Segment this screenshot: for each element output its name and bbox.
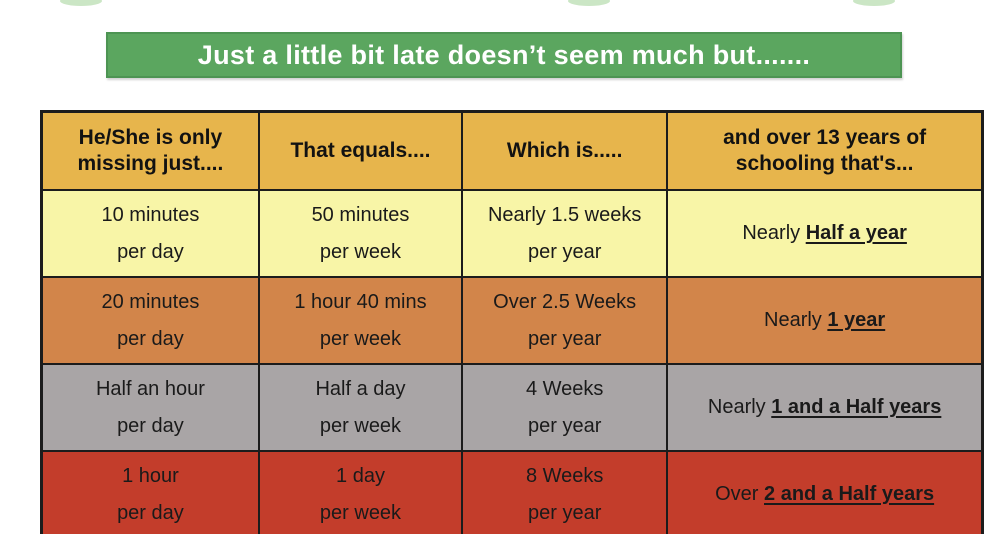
summary-emphasis: Half a year [805,222,907,244]
cell-line: per year [527,240,602,263]
cell-lines: 1 hour per day [49,458,252,532]
summary-prefix: Over [715,483,765,505]
cell-line: per week [319,327,402,350]
summary-cell: Nearly Half a year [666,189,984,278]
header-row: He/She is only missing just.... That equa… [40,110,984,191]
table-cell: Half a day per week [257,363,464,452]
cell-lines: 1 hour 40 mins per week [266,284,455,358]
cell-line: 1 hour 40 mins [294,290,427,313]
title-text: Just a little bit late doesn’t seem much… [197,39,811,70]
cell-lines: 20 minutes per day [49,284,252,358]
summary-cell: Over 2 and a Half years [666,450,984,534]
summary-prefix: Nearly [764,309,828,331]
cell-line: per day [117,501,184,524]
cell-line: 20 minutes [101,290,200,313]
cell-lines: 50 minutes per week [266,197,455,271]
cell-line: per year [527,327,602,350]
cell-lines: Over 2.5 Weeks per year [469,284,660,358]
summary-emphasis: 1 and a Half years [771,396,942,418]
cell-line: per week [319,414,402,437]
cell-line: per year [527,501,602,524]
cell-line: Half an hour [95,377,205,400]
cell-lines: 8 Weeks per year [469,458,660,532]
summary-prefix: Nearly [707,396,772,418]
cell-line: per day [117,414,184,437]
cell-line: 1 day [336,464,385,487]
table-cell: 8 Weeks per year [461,450,669,534]
cell-lines: Half a day per week [266,371,455,445]
cell-lines: 10 minutes per day [49,197,252,271]
table-cell: 10 minutes per day [40,189,260,278]
table-cell: 50 minutes per week [257,189,464,278]
cropped-green-shape-right [853,0,895,6]
cropped-green-shape-left [60,0,102,6]
table-cell: 1 hour per day [40,450,260,534]
cell-line: 8 Weeks [525,464,604,487]
column-header: Which is..... [461,110,669,191]
cell-line: 10 minutes [101,203,200,226]
column-header: That equals.... [257,110,464,191]
cell-lines: 1 day per week [266,458,455,532]
table-row: 1 hour per day 1 day per week 8 Weeks per yea… [40,450,984,534]
summary-prefix: Nearly [742,222,806,244]
table-cell: 4 Weeks per year [461,363,669,452]
cropped-green-shape-middle [568,0,610,6]
table-row: 20 minutes per day 1 hour 40 mins per week O… [40,276,984,365]
summary-emphasis: 1 year [827,309,886,331]
cell-lines: Nearly 1.5 weeks per year [469,197,660,271]
cell-line: 50 minutes [311,203,410,226]
table-cell: 20 minutes per day [40,276,260,365]
title-banner: Just a little bit late doesn’t seem much… [106,32,902,78]
table-row: 10 minutes per day 50 minutes per week Nearl… [40,189,984,278]
cell-line: 4 Weeks [525,377,604,400]
summary-emphasis: 2 and a Half years [764,483,935,505]
cell-line: Half a day [315,377,406,400]
table-cell: Over 2.5 Weeks per year [461,276,669,365]
cell-line: per day [117,327,184,350]
summary-cell: Nearly 1 year [666,276,984,365]
cell-line: Over 2.5 Weeks [493,290,637,313]
column-header: and over 13 years of schooling that's... [666,110,984,191]
cell-line: per day [117,240,184,263]
table-cell: 1 day per week [257,450,464,534]
cell-line: Nearly 1.5 weeks [487,203,642,226]
table-cell: 1 hour 40 mins per week [257,276,464,365]
table-cell: Nearly 1.5 weeks per year [461,189,669,278]
cell-line: per week [319,501,402,524]
cell-lines: Half an hour per day [49,371,252,445]
table-row: Half an hour per day Half a day per week 4 W… [40,363,984,452]
table-cell: Half an hour per day [40,363,260,452]
cell-line: 1 hour [122,464,179,487]
summary-cell: Nearly 1 and a Half years [666,363,984,452]
cell-line: per week [319,240,402,263]
attendance-table: He/She is only missing just.... That equa… [40,110,984,534]
cell-line: per year [527,414,602,437]
column-header: He/She is only missing just.... [40,110,260,191]
cell-lines: 4 Weeks per year [469,371,660,445]
